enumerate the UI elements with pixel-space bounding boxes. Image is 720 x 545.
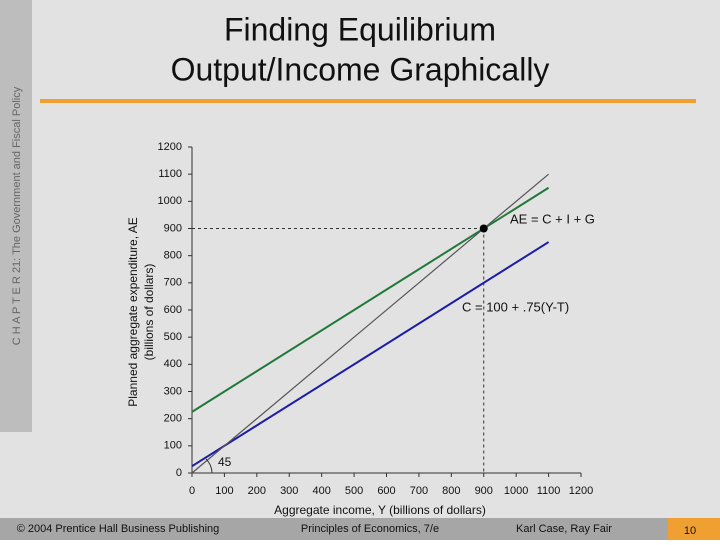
y-tick-label: 300 <box>164 385 182 397</box>
footer <box>0 518 720 540</box>
x-tick-label: 300 <box>280 485 298 497</box>
angle-label: 45 <box>218 455 232 469</box>
y-tick-label: 700 <box>164 277 182 289</box>
y-tick-label: 900 <box>164 222 182 234</box>
series-line <box>191 241 550 468</box>
series-line <box>191 186 550 413</box>
y-tick-label: 200 <box>164 413 182 425</box>
footer-text: Principles of Economics, 7/e <box>301 523 439 535</box>
footer-text: Karl Case, Ray Fair <box>516 523 612 535</box>
y-tick-label: 0 <box>176 467 182 479</box>
y-tick-label: 1000 <box>158 195 182 207</box>
y-tick-label: 100 <box>164 440 182 452</box>
y-tick-label: 800 <box>164 250 182 262</box>
series-label: C = 100 + .75(Y-T) <box>462 299 569 314</box>
x-tick-label: 700 <box>410 485 428 497</box>
x-tick-label: 500 <box>345 485 363 497</box>
page-box <box>668 518 720 540</box>
equilibrium-point <box>479 224 488 233</box>
angle-arc <box>205 458 213 474</box>
series-label: AE = C + I + G <box>510 211 595 226</box>
x-tick-label: 800 <box>442 485 460 497</box>
x-tick-label: 400 <box>312 485 330 497</box>
x-tick-label: 1200 <box>569 485 593 497</box>
y-tick-label: 400 <box>164 358 182 370</box>
sidebar-text: C H A P T E R 21: The Government and Fis… <box>11 86 23 345</box>
title-rule <box>40 99 696 103</box>
x-tick-label: 1000 <box>504 485 528 497</box>
x-axis-label: Aggregate income, Y (billions of dollars… <box>274 503 486 517</box>
y-tick-label: 1200 <box>158 141 182 153</box>
y-tick-label: 600 <box>164 304 182 316</box>
page-number: 10 <box>684 525 696 537</box>
x-tick-label: 900 <box>475 485 493 497</box>
x-tick-label: 600 <box>377 485 395 497</box>
x-tick-label: 100 <box>215 485 233 497</box>
x-tick-label: 1100 <box>537 485 561 497</box>
y-tick-label: 500 <box>164 331 182 343</box>
series-line <box>191 173 549 474</box>
y-axis-label: (billions of dollars) <box>142 264 156 361</box>
x-tick-label: 200 <box>248 485 266 497</box>
footer-text: © 2004 Prentice Hall Business Publishing <box>17 523 220 535</box>
sidebar <box>0 0 32 432</box>
title: Output/Income Graphically <box>171 51 550 87</box>
x-tick-label: 0 <box>189 485 195 497</box>
y-axis-label: Planned aggregate expenditure, AE <box>126 217 140 406</box>
y-tick-label: 1100 <box>158 168 182 180</box>
title: Finding Equilibrium <box>224 11 496 47</box>
